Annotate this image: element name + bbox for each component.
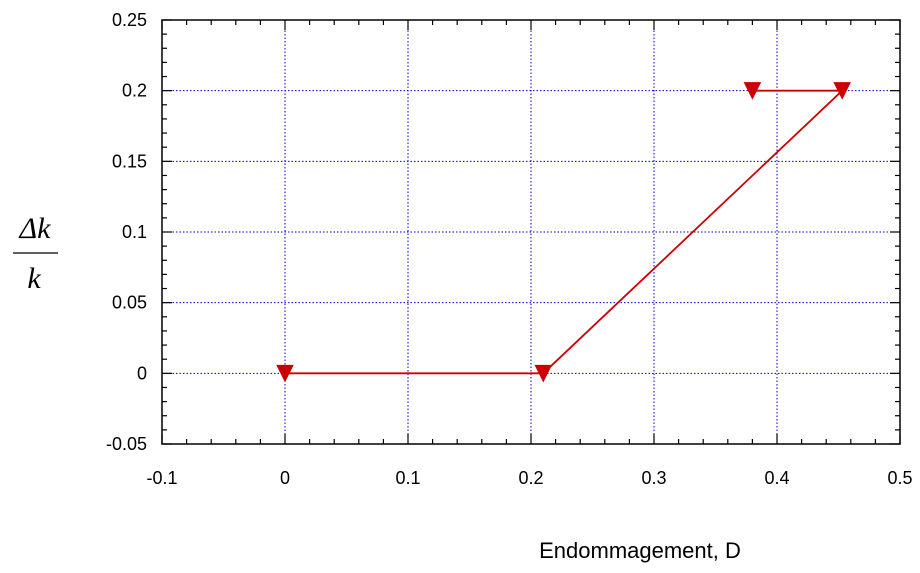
y-axis-title-numerator: Δk — [19, 212, 52, 245]
x-tick-label: 0.5 — [887, 468, 912, 488]
grid — [162, 20, 900, 444]
y-tick-label: 0.25 — [112, 10, 147, 30]
y-tick-labels: -0.05 0 0.05 0.1 0.15 0.2 0.25 — [106, 10, 147, 454]
data-point-marker — [743, 82, 762, 100]
x-tick-labels: -0.1 0 0.1 0.2 0.3 0.4 0.5 — [146, 468, 912, 488]
series — [276, 82, 851, 383]
x-tick-label: -0.1 — [146, 468, 177, 488]
x-tick-label: 0 — [280, 468, 290, 488]
y-tick-label: 0.05 — [112, 293, 147, 313]
x-tick-label: 0.4 — [764, 468, 789, 488]
y-tick-label: 0 — [137, 363, 147, 383]
y-tick-label: 0.15 — [112, 151, 147, 171]
series-line — [285, 89, 845, 375]
x-tick-label: 0.1 — [395, 468, 420, 488]
y-tick-label: -0.05 — [106, 434, 147, 454]
plot-frame — [161, 19, 901, 445]
data-point-marker — [276, 364, 294, 383]
x-axis-title: Endommagement, D — [539, 538, 741, 563]
x-tick-label: 0.3 — [641, 468, 666, 488]
y-axis-title-denominator: k — [27, 262, 41, 295]
y-tick-label: 0.2 — [122, 81, 147, 101]
data-point-marker — [534, 364, 553, 383]
data-point-marker — [833, 82, 851, 100]
y-tick-label: 0.1 — [122, 222, 147, 242]
y-axis-title: Δk k — [13, 212, 58, 295]
x-tick-label: 0.2 — [518, 468, 543, 488]
